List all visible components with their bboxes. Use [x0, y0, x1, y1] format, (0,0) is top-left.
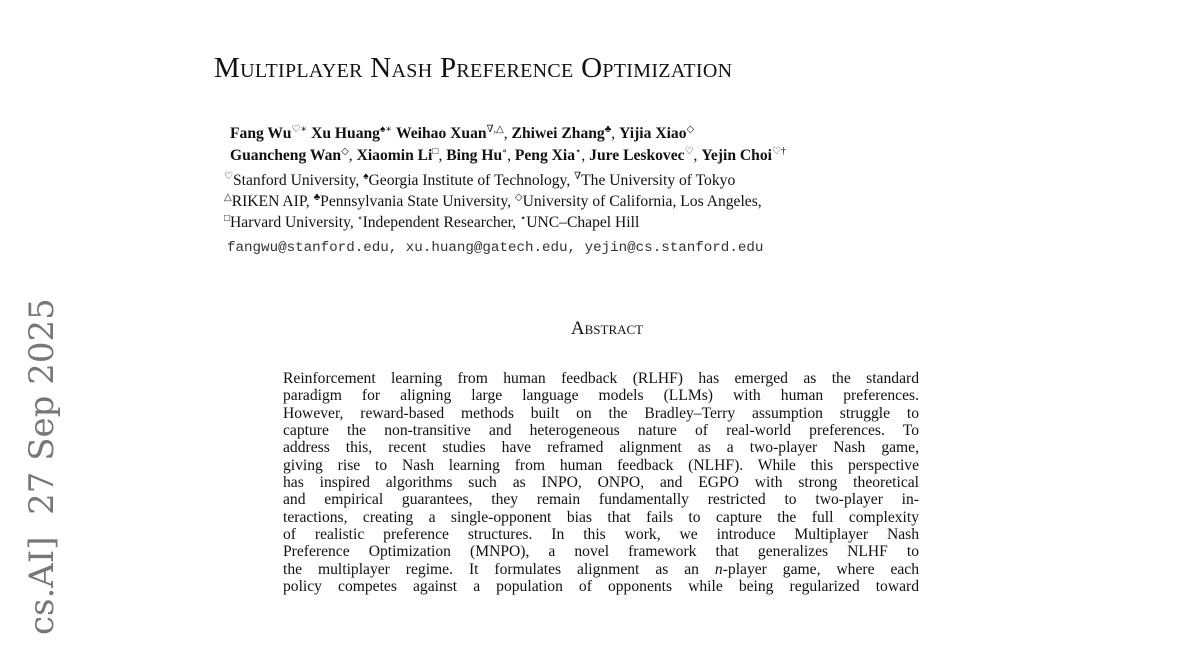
author-list: Fang Wu♡∗ Xu Huang♠∗ Weihao Xuan∇,△, Zhi…	[230, 123, 970, 167]
author-line: Fang Wu♡∗ Xu Huang♠∗ Weihao Xuan∇,△, Zhi…	[230, 124, 695, 143]
author-affiliation-mark: □	[432, 146, 439, 157]
affiliation-name: The University of Tokyo	[581, 172, 736, 189]
author-affiliation-mark: ♡	[684, 146, 694, 157]
author-line: Guancheng Wan◇, Xiaomin Li□, Bing Hu∘, P…	[230, 146, 786, 165]
author-name: Xu Huang	[311, 125, 380, 142]
affiliation-mark: △	[224, 192, 232, 203]
author-name: Weihao Xuan	[396, 125, 487, 142]
affiliation-name: Georgia Institute of Technology,	[368, 172, 571, 189]
affiliation-name: Independent Researcher,	[362, 214, 517, 231]
author-affiliation-mark: ♣	[604, 124, 612, 135]
affiliation-line: ♡Stanford University, ♠Georgia Institute…	[224, 170, 762, 191]
affiliation-name: Pennsylvania State University,	[320, 193, 512, 210]
affiliation-name: UNC–Chapel Hill	[526, 214, 640, 231]
affiliation-line: △RIKEN AIP, ♣Pennsylvania State Universi…	[224, 191, 762, 212]
affiliation-mark: ♠	[363, 171, 369, 182]
author-name: Guancheng Wan	[230, 147, 342, 164]
affiliation-list: ♡Stanford University, ♠Georgia Institute…	[224, 170, 762, 233]
abstract-line: capture the non-transitive and heterogen…	[283, 422, 919, 440]
abstract-line: and empirical guarantees, they remain fu…	[283, 491, 919, 509]
author-name: Xiaomin Li	[356, 147, 433, 164]
affiliation-name: University of California, Los Angeles,	[522, 193, 762, 210]
abstract-line: However, reward-based methods built on t…	[283, 404, 919, 422]
affiliation-mark: ♣	[313, 192, 321, 203]
abstract-line: paradigm for aligning large language mod…	[283, 387, 919, 405]
author-name: Fang Wu	[230, 125, 292, 142]
affiliation-name: RIKEN AIP,	[231, 193, 310, 210]
author-affiliation-mark: ⋆	[575, 146, 582, 157]
abstract-heading: Abstract	[570, 318, 644, 339]
author-affiliation-mark: ◇	[686, 124, 695, 135]
author-affiliation-mark: ♠∗	[379, 124, 393, 135]
affiliation-name: Stanford University,	[232, 172, 360, 189]
affiliation-mark: ∘	[357, 213, 363, 224]
author-affiliation-mark: ♡†	[771, 146, 786, 157]
abstract-line: has inspired algorithms such as INPO, ON…	[283, 474, 919, 492]
affiliation-name: Harvard University,	[230, 214, 354, 231]
affiliation-mark: □	[224, 213, 231, 224]
abstract-line: policy competes against a population of …	[283, 578, 919, 596]
abstract-line: giving rise to Nash learning from human …	[283, 456, 919, 474]
author-emails: fangwu@stanford.edu, xu.huang@gatech.edu…	[227, 240, 764, 256]
abstract-line: address this, recent studies have refram…	[283, 439, 919, 457]
affiliation-mark: ◇	[514, 192, 523, 203]
author-name: Peng Xia	[514, 147, 576, 164]
abstract-body: Reinforcement learning from human feedba…	[283, 370, 919, 595]
author-name: Jure Leskovec	[589, 147, 685, 164]
abstract-line: the multiplayer regime. It formulates al…	[283, 560, 920, 578]
author-affiliation-mark: ◇	[341, 146, 349, 157]
paper-title: Multiplayer Nash Preference Optimization	[214, 52, 733, 84]
author-affiliation-mark: ∘	[502, 146, 508, 157]
affiliation-mark: ♡	[224, 171, 233, 182]
author-name: Zhiwei Zhang	[511, 125, 605, 142]
affiliation-mark: ⋆	[519, 213, 527, 224]
abstract-line: Preference Optimization (MNPO), a novel …	[283, 543, 919, 561]
abstract-line: teractions, creating a single-opponent b…	[283, 508, 919, 526]
abstract-line: of realistic preference structures. In t…	[283, 526, 919, 544]
author-name: Yejin Choi	[701, 147, 772, 164]
affiliation-mark: ∇	[574, 171, 582, 182]
author-affiliation-mark: ♡∗	[291, 124, 308, 135]
author-name: Bing Hu	[446, 147, 503, 164]
affiliation-line: □Harvard University, ∘Independent Resear…	[224, 212, 762, 233]
arxiv-stamp: cs.AI] 27 Sep 2025	[22, 298, 62, 635]
abstract-line: Reinforcement learning from human feedba…	[283, 370, 919, 387]
author-affiliation-mark: ∇,△	[486, 124, 504, 135]
author-name: Yijia Xiao	[619, 125, 687, 142]
